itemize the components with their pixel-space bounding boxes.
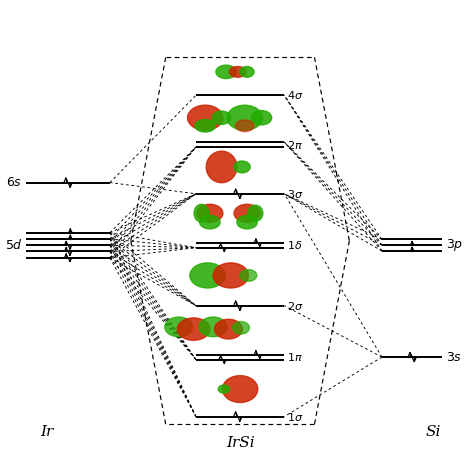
Text: $2\pi$: $2\pi$ bbox=[287, 139, 303, 150]
Ellipse shape bbox=[222, 376, 258, 402]
Ellipse shape bbox=[165, 317, 192, 337]
Ellipse shape bbox=[233, 322, 249, 334]
Ellipse shape bbox=[190, 263, 225, 288]
Ellipse shape bbox=[229, 67, 246, 77]
Text: $5d$: $5d$ bbox=[5, 238, 22, 252]
Text: Ir: Ir bbox=[40, 425, 54, 439]
Ellipse shape bbox=[212, 111, 231, 125]
Ellipse shape bbox=[200, 216, 220, 229]
Text: Si: Si bbox=[425, 425, 441, 439]
Text: $1\pi$: $1\pi$ bbox=[287, 351, 303, 363]
Text: $4\sigma$: $4\sigma$ bbox=[287, 89, 303, 101]
Ellipse shape bbox=[197, 204, 223, 222]
Text: $3p$: $3p$ bbox=[446, 237, 464, 253]
Text: $6s$: $6s$ bbox=[6, 176, 22, 189]
Ellipse shape bbox=[227, 105, 263, 130]
Ellipse shape bbox=[213, 263, 248, 288]
Text: $1\sigma$: $1\sigma$ bbox=[287, 410, 303, 423]
Ellipse shape bbox=[240, 67, 254, 77]
Ellipse shape bbox=[195, 120, 216, 132]
Text: $3s$: $3s$ bbox=[446, 351, 462, 364]
Ellipse shape bbox=[218, 385, 229, 393]
Ellipse shape bbox=[188, 105, 223, 130]
Ellipse shape bbox=[194, 204, 209, 222]
Ellipse shape bbox=[216, 65, 237, 78]
Text: $3\sigma$: $3\sigma$ bbox=[287, 188, 303, 200]
Ellipse shape bbox=[251, 111, 272, 125]
Text: $2\sigma$: $2\sigma$ bbox=[287, 299, 303, 312]
Ellipse shape bbox=[199, 317, 227, 337]
Ellipse shape bbox=[236, 120, 254, 131]
Ellipse shape bbox=[206, 151, 237, 183]
Text: $1\delta$: $1\delta$ bbox=[287, 239, 302, 251]
Ellipse shape bbox=[234, 161, 250, 173]
Ellipse shape bbox=[248, 205, 263, 221]
Ellipse shape bbox=[215, 319, 242, 339]
Text: IrSi: IrSi bbox=[226, 436, 255, 450]
Ellipse shape bbox=[234, 204, 260, 222]
Ellipse shape bbox=[177, 318, 210, 340]
Ellipse shape bbox=[240, 270, 257, 281]
Ellipse shape bbox=[237, 216, 257, 229]
